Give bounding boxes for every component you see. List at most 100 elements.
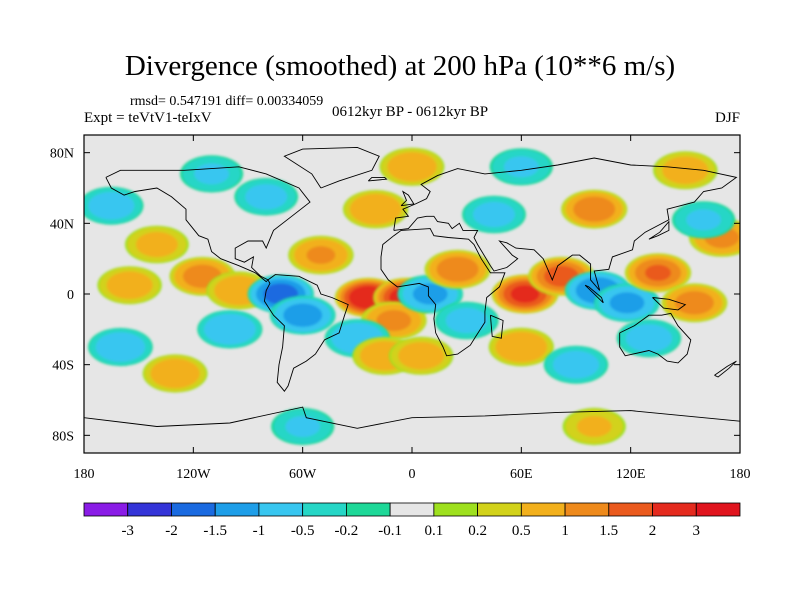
- colorbar-swatch: [608, 502, 653, 517]
- contour-level: [445, 307, 488, 334]
- x-tick-label: 180: [730, 467, 751, 482]
- contour-field: [84, 147, 740, 446]
- anomaly-blob: [434, 301, 499, 340]
- colorbar-label: -3: [121, 523, 134, 539]
- coastline: [619, 312, 692, 364]
- colorbar-swatch: [127, 502, 172, 517]
- colorbar-label: 0.5: [512, 523, 531, 539]
- anomaly-blob: [288, 235, 354, 275]
- contour-level: [88, 191, 135, 220]
- coastline: [652, 297, 687, 311]
- contour-level: [150, 358, 200, 389]
- coastline: [584, 284, 604, 304]
- colorbar-label: -0.2: [335, 523, 359, 539]
- contour-level: [283, 303, 323, 327]
- contour-level: [204, 314, 256, 345]
- contour-level: [503, 156, 539, 178]
- anomaly-blob: [180, 155, 244, 193]
- anomaly-blob: [462, 195, 526, 234]
- y-tick-label: 40N: [50, 217, 74, 232]
- contour-level: [398, 342, 445, 370]
- contour-level: [349, 193, 402, 225]
- coastline: [714, 360, 737, 378]
- colorbar-label: -0.1: [378, 523, 402, 539]
- x-tick-label: 60E: [510, 467, 533, 482]
- coastline: [84, 406, 740, 429]
- colorbar-swatch: [564, 502, 610, 517]
- x-tick-label: 60W: [289, 467, 317, 482]
- contour-level: [194, 163, 230, 185]
- contour-level: [245, 184, 288, 210]
- contour-level: [552, 350, 600, 379]
- colorbar-label: -1: [253, 523, 266, 539]
- season-label: DJF: [714, 110, 740, 126]
- chart-title: Divergence (smoothed) at 200 hPa (10**6 …: [124, 50, 676, 82]
- anomaly-blob: [424, 249, 491, 289]
- contour-level: [387, 152, 437, 182]
- y-axis: 80N 40N 0 40S 80S: [50, 147, 740, 444]
- colorbar-swatch: [433, 502, 478, 517]
- contour-level: [285, 416, 321, 437]
- colorbar-label: 0.1: [425, 523, 444, 539]
- stats-line: rmsd= 0.547191 diff= 0.00334059: [130, 94, 324, 109]
- contour-level: [495, 331, 548, 363]
- contour-level: [662, 156, 709, 185]
- colorbar-swatch: [258, 502, 304, 517]
- x-tick-label: 180: [74, 467, 95, 482]
- coastline: [283, 146, 380, 189]
- anomaly-blob: [269, 295, 336, 335]
- anomaly-blob: [379, 147, 445, 186]
- colorbar-swatch: [695, 502, 741, 517]
- anomaly-blob: [624, 253, 692, 293]
- colorbar: -3 -2 -1.5 -1 -0.5 -0.2 -0.1 0.1 0.2 0.5 1 1.5 2 3: [83, 502, 741, 539]
- anomaly-blob: [561, 189, 628, 229]
- anomaly-blob: [661, 283, 728, 323]
- anomaly-blob: [142, 354, 208, 393]
- contour-level: [95, 332, 146, 362]
- y-tick-label: 40S: [52, 359, 74, 374]
- x-tick-label: 120E: [616, 467, 646, 482]
- contour-level: [576, 416, 612, 437]
- anomaly-blob: [616, 319, 682, 358]
- coastline: [393, 157, 738, 291]
- anomaly-blob: [388, 336, 454, 375]
- anomaly-blob: [197, 310, 263, 349]
- colorbar-label: 3: [693, 523, 701, 539]
- anomaly-blob: [271, 407, 335, 446]
- coastlines: [84, 146, 740, 429]
- contour-level: [473, 201, 515, 228]
- colorbar-swatch: [477, 502, 522, 517]
- colorbar-swatch: [345, 502, 391, 517]
- colorbar-swatch: [520, 502, 566, 517]
- contour-level: [135, 231, 178, 258]
- colorbar-swatch: [83, 502, 129, 517]
- anomaly-blob: [562, 407, 626, 446]
- anomaly-blob: [653, 151, 718, 190]
- y-tick-label: 80S: [52, 429, 74, 444]
- anomaly-blob: [594, 283, 660, 323]
- colorbar-swatch: [171, 502, 216, 517]
- anomaly-blob: [672, 201, 736, 239]
- contour-level: [106, 271, 153, 300]
- y-tick-label: 0: [67, 288, 74, 303]
- contour-level: [412, 283, 448, 305]
- colorbar-label: 0.2: [468, 523, 487, 539]
- contour-level: [510, 285, 540, 303]
- colorbar-swatch: [652, 502, 697, 517]
- colorbar-label: -0.5: [291, 523, 315, 539]
- anomaly-blob: [84, 186, 144, 225]
- colorbar-swatch: [214, 502, 260, 517]
- coastline: [367, 176, 388, 182]
- colorbar-swatch: [302, 502, 347, 517]
- colorbar-label: 1.5: [599, 523, 618, 539]
- anomaly-blob: [543, 345, 609, 384]
- colorbar-label: 2: [649, 523, 657, 539]
- x-axis: 180 120W 60W 0 60E 120E 180: [74, 135, 751, 482]
- anomaly-blob: [124, 225, 189, 264]
- anomaly-blob: [234, 178, 299, 216]
- anomaly-blob: [97, 266, 162, 305]
- coastline: [648, 220, 670, 240]
- anomaly-blob: [489, 148, 553, 186]
- contour-level: [573, 196, 616, 222]
